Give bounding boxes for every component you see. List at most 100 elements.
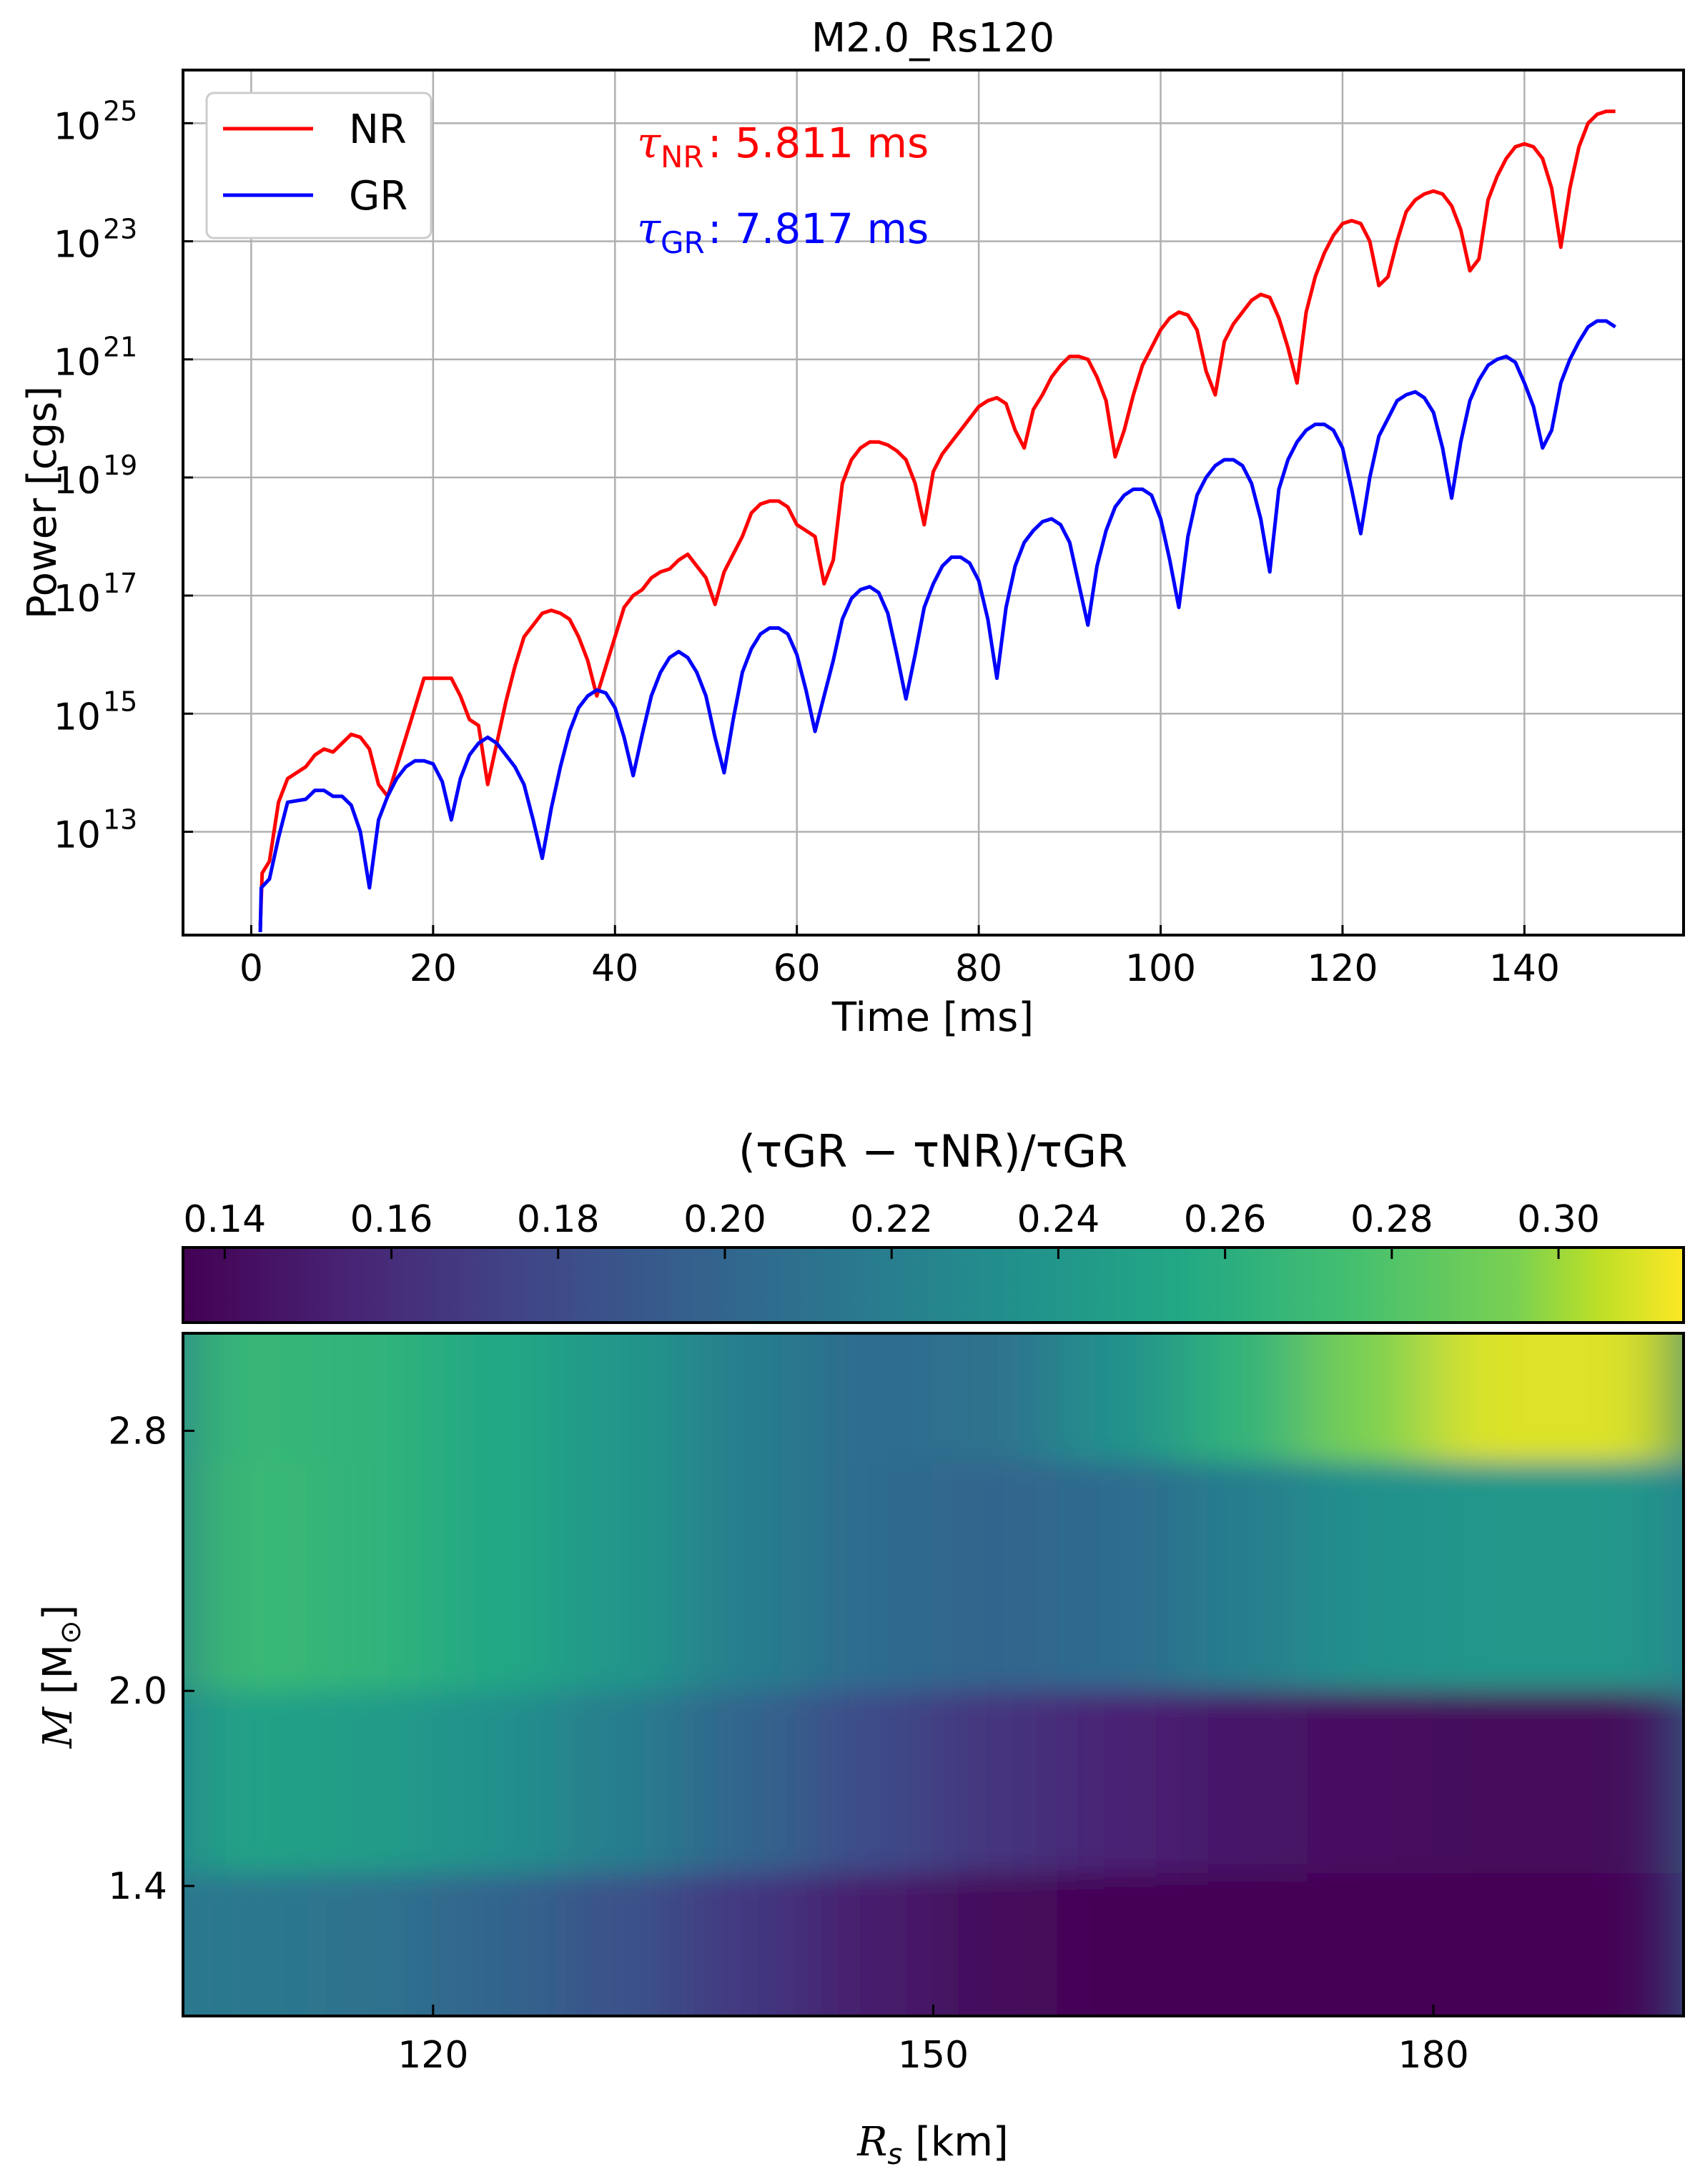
tau-nr-subscript: NR (661, 139, 704, 174)
heatmap-cell-r1-c1 (306, 1462, 435, 1691)
heatmap-x-axis-label-text: Rs [km] (856, 2119, 1009, 2171)
heatmap-cell-r3-c0 (183, 1873, 310, 2016)
y-tick-label-2: 10 (54, 578, 101, 621)
x-tick-label-7: 140 (1489, 947, 1560, 990)
heatmap-cell-r3-c2 (431, 1873, 560, 2016)
y-tick-exponent-6: 25 (103, 95, 137, 127)
heatmap-cell-r0-c8 (1182, 1333, 1310, 1462)
heatmap-cell-r2-c1 (306, 1691, 435, 1873)
axis-ticks (183, 122, 1526, 935)
tau-gr-value: : 7.817 ms (708, 204, 929, 253)
legend-label-nr: NR (349, 107, 407, 153)
heatmap-y-tick-label-2: 2.8 (108, 1410, 167, 1453)
heatmap-cell-r2-c8 (1182, 1691, 1310, 1873)
heatmap-cell-r2-c10 (1432, 1691, 1561, 1873)
heatmap-y-tick-label-0: 1.4 (108, 1865, 167, 1908)
grid (183, 70, 1684, 935)
heatmap-cell-r1-c2 (431, 1462, 560, 1691)
heatmap-cell-r3-c5 (806, 1873, 935, 2016)
colorbar (183, 1247, 1684, 1323)
heatmap-cell-r0-c6 (931, 1333, 1060, 1462)
heatmap-x-tick-labels: 120 150 180 (397, 2034, 1469, 2077)
heatmap-cell-group (183, 1333, 1684, 2016)
colorbar-tick-label-6: 0.26 (1184, 1198, 1267, 1241)
y-tick-label-1: 10 (54, 696, 101, 738)
x-tick-label-3: 60 (774, 947, 821, 990)
heatmap-cell-r0-c2 (431, 1333, 560, 1462)
legend: NR GR (205, 92, 433, 239)
annotation-tau-nr: τ NR : 5.811 ms (637, 118, 929, 174)
heatmap-cell-r1-c6 (931, 1462, 1060, 1691)
heatmap-cell-r1-c5 (806, 1462, 935, 1691)
tau-nr-value: : 5.811 ms (708, 119, 929, 167)
heatmap-cell-r1-c11 (1557, 1462, 1684, 1691)
heatmap-cell-r1-c9 (1307, 1462, 1435, 1691)
colorbar-tick-label-3: 0.20 (683, 1198, 766, 1241)
heatmap-x-tick-label-2: 180 (1398, 2034, 1469, 2077)
heatmap-cell-r0-c4 (681, 1333, 810, 1462)
heatmap-cell-r2-c6 (931, 1691, 1060, 1873)
heatmap-cell-r2-c9 (1307, 1691, 1435, 1873)
y-tick-exponent-3: 19 (103, 450, 137, 481)
x-tick-label-1: 20 (410, 947, 457, 990)
legend-label-gr: GR (349, 173, 407, 219)
series-line-gr (258, 319, 1616, 932)
heatmap-cell-r0-c0 (183, 1333, 310, 1462)
colorbar-tick-label-1: 0.16 (350, 1198, 433, 1241)
heatmap-y-tick-labels: 1.4 2.0 2.8 (108, 1410, 167, 1908)
heatmap-cell-r1-c0 (183, 1462, 310, 1691)
colorbar-ticks (223, 1247, 1560, 1259)
heatmap-cell-r0-c11 (1557, 1333, 1684, 1462)
heatmap-cell-r0-c10 (1432, 1333, 1561, 1462)
heatmap-cell-r2-c7 (1057, 1691, 1185, 1873)
x-tick-label-4: 80 (955, 947, 1002, 990)
y-tick-label-5: 10 (54, 224, 101, 267)
y-axis-label: Power [cgs] (19, 386, 66, 619)
colorbar-label: (τGR − τNR)/τGR (738, 1125, 1127, 1177)
x-tick-label-6: 120 (1307, 947, 1378, 990)
heatmap-cell-r0-c1 (306, 1333, 435, 1462)
heatmap-cell-r3-c6 (931, 1873, 1060, 2016)
colorbar-tick-labels: 0.14 0.16 0.18 0.20 0.22 0.24 0.26 0.28 0.30 (183, 1198, 1600, 1241)
y-tick-exponent-2: 17 (103, 568, 137, 599)
y-tick-label-6: 10 (54, 105, 101, 148)
tau-gr-subscript: GR (661, 225, 705, 260)
y-tick-label-0: 10 (54, 814, 101, 856)
y-tick-label-4: 10 (54, 342, 101, 385)
colorbar-tick-label-2: 0.18 (517, 1198, 600, 1241)
heatmap-cell-r3-c10 (1432, 1873, 1561, 2016)
plot-frame (182, 69, 1685, 937)
x-tick-label-2: 40 (591, 947, 638, 990)
annotation-tau-gr: τ GR : 7.817 ms (637, 204, 929, 260)
x-tick-label-5: 100 (1125, 947, 1196, 990)
heatmap-frame (182, 1332, 1685, 2017)
y-tick-exponent-0: 13 (103, 804, 137, 835)
heatmap-cell-r3-c1 (306, 1873, 435, 2016)
heatmap-cell-r3-c7 (1057, 1873, 1185, 2016)
heatmap-cell-r3-c11 (1557, 1873, 1684, 2016)
heatmap-y-axis-label-text: M [M⊙] (35, 1605, 87, 1749)
heatmap-cell-r1-c8 (1182, 1462, 1310, 1691)
heatmap-cells (183, 1333, 1684, 2016)
heatmap-cell-r2-c4 (681, 1691, 810, 1873)
heatmap-cell-r0-c3 (556, 1333, 685, 1462)
heatmap-y-axis-label: M [M⊙] (35, 1605, 87, 1749)
ratio-heatmap: (τGR − τNR)/τGR 0.14 0.16 0.18 0.20 0.22 0.24… (35, 1125, 1685, 2171)
heatmap-cell-r0-c7 (1057, 1333, 1185, 1462)
heatmap-cell-r0-c5 (806, 1333, 935, 1462)
heatmap-y-tick-label-1: 2.0 (108, 1670, 167, 1713)
y-tick-exponent-1: 15 (103, 686, 137, 717)
colorbar-tick-label-0: 0.14 (183, 1198, 266, 1241)
colorbar-tick-label-8: 0.30 (1517, 1198, 1600, 1241)
heatmap-cell-r2-c11 (1557, 1691, 1684, 1873)
heatmap-cell-r1-c3 (556, 1462, 685, 1691)
heatmap-ticks (183, 1429, 1435, 2016)
heatmap-cell-r2-c5 (806, 1691, 935, 1873)
heatmap-cell-r3-c9 (1307, 1873, 1435, 2016)
heatmap-cell-r1-c10 (1432, 1462, 1561, 1691)
heatmap-cell-r2-c0 (183, 1691, 310, 1873)
heatmap-x-tick-label-1: 150 (898, 2034, 969, 2077)
